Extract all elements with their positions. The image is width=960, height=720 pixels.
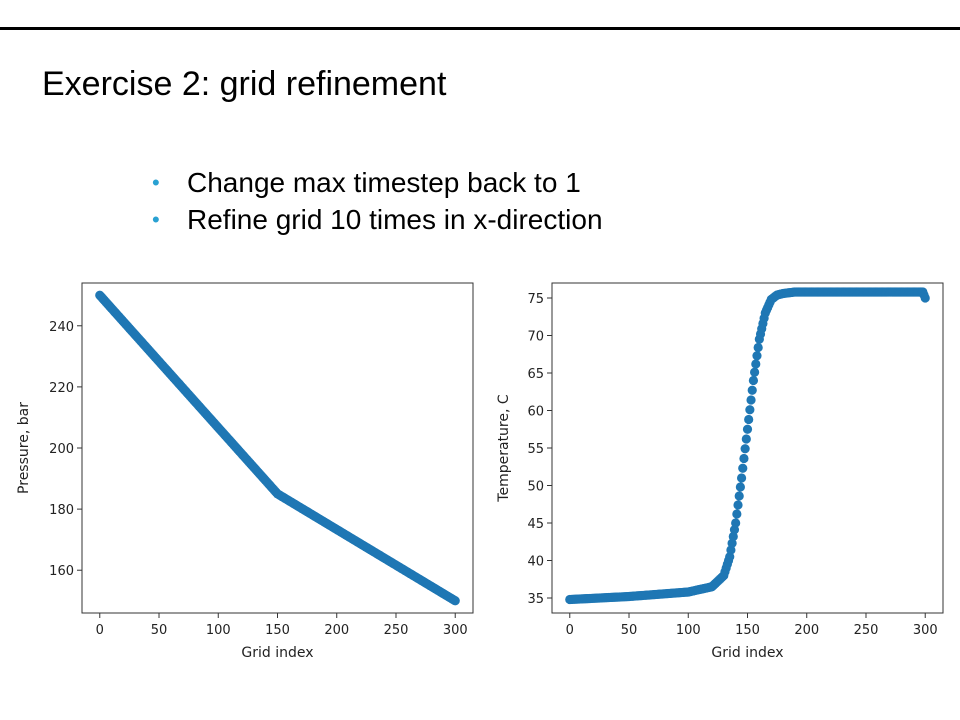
data-point xyxy=(750,367,760,377)
y-tick-label: 200 xyxy=(49,442,74,457)
y-tick-label: 70 xyxy=(527,330,544,345)
x-tick-label: 200 xyxy=(794,623,819,638)
y-tick-label: 55 xyxy=(527,442,544,457)
data-point xyxy=(744,414,754,425)
data-point xyxy=(752,351,762,361)
y-tick-label: 180 xyxy=(49,503,74,518)
x-tick-label: 300 xyxy=(443,623,468,638)
data-point xyxy=(748,375,759,386)
bullet-text: Change max timestep back to 1 xyxy=(187,167,581,198)
data-point xyxy=(747,385,757,395)
x-tick-label: 0 xyxy=(96,623,104,638)
x-tick-label: 250 xyxy=(384,623,409,638)
data-point xyxy=(741,434,751,444)
data-point xyxy=(742,424,753,434)
x-tick-label: 100 xyxy=(206,623,231,638)
y-tick-label: 220 xyxy=(49,381,74,396)
x-tick-label: 300 xyxy=(913,623,938,638)
data-point xyxy=(751,359,761,369)
data-point xyxy=(732,509,742,519)
x-axis-label: Grid index xyxy=(241,645,313,661)
data-point xyxy=(739,453,749,464)
series-markers xyxy=(565,287,930,605)
data-point xyxy=(920,293,930,303)
y-tick-label: 45 xyxy=(527,517,544,532)
x-tick-label: 250 xyxy=(854,623,879,638)
x-tick-label: 150 xyxy=(735,623,760,638)
bullet-item: • Refine grid 10 times in x-direction xyxy=(148,201,603,238)
y-tick-label: 65 xyxy=(527,367,544,382)
y-tick-label: 50 xyxy=(527,480,544,495)
data-point xyxy=(753,342,763,353)
x-tick-label: 100 xyxy=(676,623,701,638)
y-tick-label: 75 xyxy=(527,292,544,307)
bullet-dot-icon: • xyxy=(152,207,160,232)
bullet-text: Refine grid 10 times in x-direction xyxy=(187,204,603,235)
series-markers xyxy=(95,290,460,606)
data-point xyxy=(450,596,460,606)
x-axis-label: Grid index xyxy=(711,645,783,661)
data-point xyxy=(746,395,756,405)
data-point xyxy=(740,444,750,454)
y-axis-label: Pressure, bar xyxy=(16,402,32,494)
bullet-list: • Change max timestep back to 1 • Refine… xyxy=(148,164,603,238)
data-point xyxy=(734,491,744,501)
y-tick-label: 40 xyxy=(527,555,544,570)
top-rule xyxy=(0,27,960,30)
slide-title: Exercise 2: grid refinement xyxy=(42,65,447,103)
bullet-dot-icon: • xyxy=(152,170,160,195)
y-tick-label: 60 xyxy=(527,405,544,420)
data-point xyxy=(738,463,748,473)
data-point xyxy=(731,518,741,528)
y-tick-label: 35 xyxy=(527,592,544,607)
x-tick-label: 50 xyxy=(621,623,638,638)
data-point xyxy=(735,482,745,492)
data-point xyxy=(736,473,747,483)
data-point xyxy=(745,405,755,415)
y-axis-label: Temperature, C xyxy=(496,394,512,503)
x-tick-label: 50 xyxy=(151,623,168,638)
x-tick-label: 150 xyxy=(265,623,290,638)
y-tick-label: 160 xyxy=(49,564,74,579)
bullet-item: • Change max timestep back to 1 xyxy=(148,164,603,201)
x-tick-label: 0 xyxy=(566,623,574,638)
data-point xyxy=(733,500,743,510)
y-tick-label: 240 xyxy=(49,320,74,335)
x-tick-label: 200 xyxy=(324,623,349,638)
